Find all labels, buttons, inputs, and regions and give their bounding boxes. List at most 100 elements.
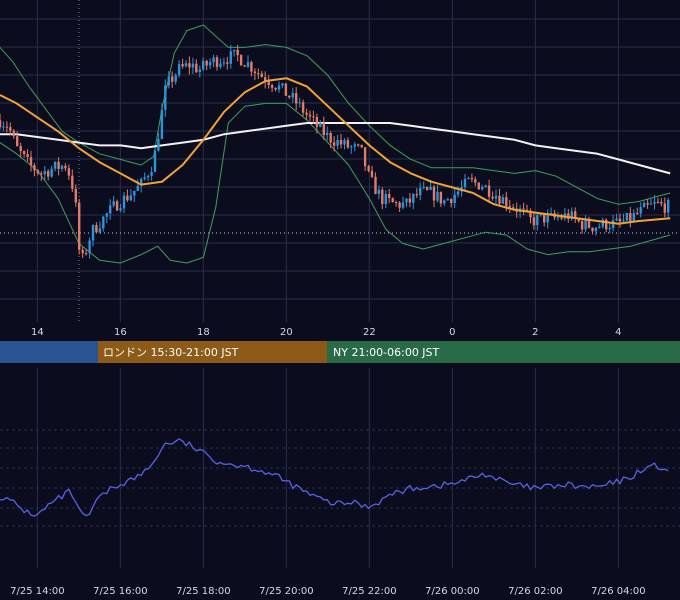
candle-body: [422, 187, 425, 189]
axis-top-tick-0: 0: [449, 327, 455, 338]
candle-body: [239, 55, 243, 66]
candle-body: [415, 194, 418, 196]
candle-body: [153, 150, 157, 172]
candle-body: [219, 63, 222, 67]
candle-body: [250, 62, 253, 72]
candle-body: [549, 213, 553, 215]
candle-body: [315, 117, 319, 127]
candle-body: [443, 200, 446, 204]
candle-body: [405, 198, 408, 203]
candle-body: [112, 201, 115, 206]
candle-body: [398, 202, 401, 208]
candle-body: [122, 195, 126, 209]
candle-body: [477, 182, 480, 190]
candle-body: [505, 197, 508, 206]
candle-body: [50, 168, 53, 177]
candle-body: [9, 127, 12, 131]
candle-body: [71, 175, 74, 189]
candle-body: [257, 73, 260, 75]
candle-body: [202, 60, 205, 70]
candle-body: [587, 219, 591, 228]
candle-body: [360, 144, 363, 148]
candle-body: [432, 186, 436, 201]
candle-body: [439, 191, 443, 204]
candle-body: [26, 154, 29, 157]
candle-body: [236, 49, 239, 56]
candle-body: [253, 71, 257, 74]
candle-body: [226, 62, 229, 64]
candle-body: [343, 140, 346, 145]
candle-body: [105, 213, 108, 217]
candle-body: [12, 130, 15, 137]
candle-body: [291, 93, 294, 98]
candle-body: [370, 170, 374, 177]
candle-body: [456, 191, 460, 195]
axis-bottom-background: [0, 570, 680, 600]
candle-body: [181, 64, 184, 67]
candle-body: [126, 195, 129, 201]
candle-body: [191, 63, 195, 68]
candle-body: [233, 49, 236, 52]
candle-body: [19, 146, 22, 152]
candle-body: [171, 76, 174, 82]
candle-body: [618, 218, 622, 222]
candle-body: [532, 217, 536, 226]
candle-body: [277, 85, 281, 90]
candle-body: [498, 195, 501, 204]
candle-body: [67, 168, 71, 176]
candle-body: [381, 189, 384, 205]
candle-body: [140, 178, 143, 186]
session-london-band: [98, 341, 327, 363]
candle-body: [560, 217, 563, 219]
axis-top-background: [0, 322, 680, 340]
price-chart: [0, 0, 680, 322]
candle-body: [33, 165, 36, 171]
candle-body: [43, 171, 46, 175]
axis-bottom-tick-0: 7/25 14:00: [10, 586, 64, 597]
candle-body: [47, 171, 50, 177]
session-london-label: ロンドン 15:30-21:00 JST: [103, 346, 239, 359]
axis-top-tick-14: 14: [31, 327, 44, 338]
candle-body: [332, 142, 336, 146]
candle-body: [363, 147, 367, 167]
candle-body: [53, 161, 57, 169]
candle-body: [536, 215, 539, 226]
candle-body: [208, 62, 212, 66]
candle-body: [326, 133, 329, 135]
candle-body: [195, 63, 198, 73]
candle-body: [29, 157, 33, 166]
candle-body: [663, 203, 666, 213]
candle-body: [450, 199, 453, 203]
candle-body: [322, 122, 325, 135]
axis-bottom-tick-5: 7/26 00:00: [425, 586, 479, 597]
candle-body: [463, 178, 467, 187]
session-ny-band: [327, 341, 680, 363]
candle-body: [222, 62, 226, 64]
time-axis-bottom: 7/25 14:00 7/25 16:00 7/25 18:00 7/25 20:00…: [0, 570, 680, 600]
candle-body: [174, 75, 177, 82]
candle-body: [539, 214, 542, 216]
candle-body: [60, 165, 64, 169]
axis-bottom-tick-7: 7/26 04:00: [591, 586, 645, 597]
candle-body: [136, 185, 139, 191]
session-bar: ロンドン 15:30-21:00 JST NY 21:00-06:00 JST: [0, 341, 680, 363]
candle-body: [329, 133, 332, 143]
candle-body: [339, 140, 343, 145]
candle-body: [622, 220, 625, 222]
candle-body: [574, 211, 577, 219]
candle-body: [308, 114, 312, 117]
candle-body: [388, 194, 391, 198]
candle-body: [467, 178, 470, 179]
candle-body: [453, 194, 456, 203]
candle-body: [484, 185, 487, 188]
price-background: [0, 0, 680, 322]
bollinger-lower-line: [0, 102, 671, 264]
axis-top-tick-4: 4: [615, 327, 621, 338]
axis-top-tick-18: 18: [197, 327, 210, 338]
candle-body: [160, 109, 164, 139]
candle-body: [594, 227, 598, 232]
axis-bottom-tick-3: 7/25 20:00: [259, 586, 313, 597]
candle-body: [267, 81, 270, 86]
candle-body: [601, 219, 604, 227]
candle-body: [408, 198, 412, 203]
